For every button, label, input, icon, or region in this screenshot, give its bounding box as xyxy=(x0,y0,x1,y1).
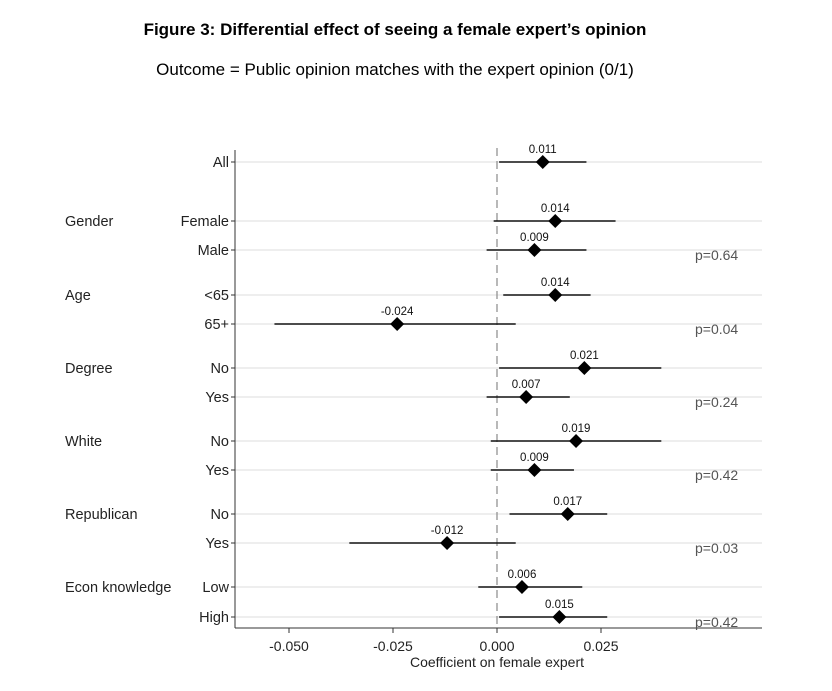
row-label: No xyxy=(210,507,229,523)
group-label: Age xyxy=(65,288,91,304)
row-label: Yes xyxy=(205,390,229,406)
data-label: 0.014 xyxy=(541,277,570,289)
p-value-label: p=0.42 xyxy=(695,614,738,630)
p-value-label: p=0.03 xyxy=(695,540,738,556)
point-estimate xyxy=(390,317,405,331)
group-label: White xyxy=(65,434,102,450)
x-axis-title: Coefficient on female expert xyxy=(410,654,584,670)
p-value-label: p=0.24 xyxy=(695,394,738,410)
data-label: -0.012 xyxy=(431,525,464,537)
row-label: 65+ xyxy=(204,317,229,333)
group-label: Republican xyxy=(65,507,138,523)
point-estimate xyxy=(535,155,550,169)
group-label: Gender xyxy=(65,214,114,230)
data-label: -0.024 xyxy=(381,306,414,318)
confidence-intervals xyxy=(274,161,662,618)
data-label: 0.017 xyxy=(553,496,582,508)
row-label: Low xyxy=(202,580,229,596)
data-label: 0.011 xyxy=(529,144,557,156)
row-label: No xyxy=(210,361,229,377)
group-label: Econ knowledge xyxy=(65,580,171,596)
figure-subtitle: Outcome = Public opinion matches with th… xyxy=(156,60,634,79)
data-label: 0.007 xyxy=(512,379,541,391)
point-estimate xyxy=(527,243,542,257)
point-estimate xyxy=(440,536,455,550)
point-estimate xyxy=(577,361,592,375)
p-value-label: p=0.42 xyxy=(695,467,738,483)
p-value-label: p=0.04 xyxy=(695,321,738,337)
axes: -0.050 -0.025 0.000 0.025 xyxy=(231,150,762,654)
data-label: 0.019 xyxy=(562,423,591,435)
x-tick-label: -0.025 xyxy=(373,638,413,654)
row-label: No xyxy=(210,434,229,450)
row-label: Male xyxy=(198,243,229,259)
data-label: 0.015 xyxy=(545,599,574,611)
point-estimate xyxy=(514,580,529,594)
p-value-label: p=0.64 xyxy=(695,247,738,263)
row-label: Yes xyxy=(205,536,229,552)
x-tick-label: 0.000 xyxy=(479,638,514,654)
data-label: 0.021 xyxy=(570,350,599,362)
data-label: 0.014 xyxy=(541,203,570,215)
x-tick-label: 0.025 xyxy=(583,638,618,654)
row-label: All xyxy=(213,155,229,171)
point-estimate xyxy=(552,610,567,624)
figure-title: Figure 3: Differential effect of seeing … xyxy=(143,20,647,39)
grid-lines xyxy=(235,161,762,618)
point-estimate xyxy=(519,390,534,404)
data-label: 0.009 xyxy=(520,452,549,464)
row-label: <65 xyxy=(204,288,229,304)
point-estimate xyxy=(569,434,584,448)
point-estimate xyxy=(527,463,542,477)
point-estimates xyxy=(390,155,592,624)
row-label: Yes xyxy=(205,463,229,479)
x-tick-label: -0.050 xyxy=(269,638,309,654)
labels: All 0.011 Gender Female 0.014 Male 0.009 p=0.64… xyxy=(65,144,738,630)
row-label: High xyxy=(199,610,229,626)
point-estimate xyxy=(548,288,563,302)
point-estimate xyxy=(560,507,575,521)
group-label: Degree xyxy=(65,361,113,377)
point-estimate xyxy=(548,214,563,228)
row-label: Female xyxy=(181,214,229,230)
data-label: 0.009 xyxy=(520,232,549,244)
data-label: 0.006 xyxy=(508,569,537,581)
